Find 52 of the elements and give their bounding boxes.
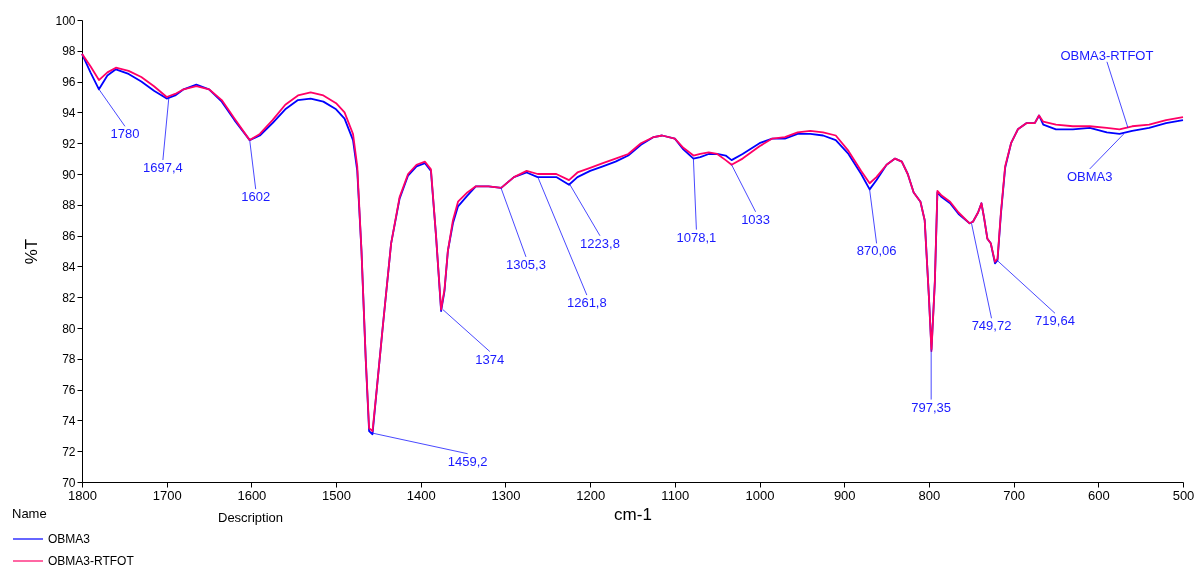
y-tick-label: 74 [62,413,76,428]
x-tick-label: 1300 [491,487,521,503]
y-tick-label: 76 [62,383,76,398]
annotation: 1697,4 [143,160,183,175]
y-tick-label: 86 [62,229,76,244]
y-tick-label: 96 [62,75,76,90]
x-tick-label: 900 [833,487,856,503]
annotation: 1780 [110,126,140,142]
x-tick-label: 700 [1003,487,1025,503]
annotation: 1305,3 [506,256,546,272]
annotation: 1033 [741,211,771,227]
x-tick-label: 1400 [406,487,436,503]
x-tick-label: 600 [1087,487,1110,503]
x-tick-label: 1700 [152,487,182,503]
annotation: 1602 [241,189,271,205]
annotation: 1223,8 [580,235,620,251]
y-tick-label: 80 [62,321,76,336]
y-tick-label: 90 [62,167,76,182]
legend-label: OBMA3 [48,532,91,546]
text: Description [218,510,284,525]
x-tick-label: 1600 [237,487,267,503]
y-tick-label: 72 [62,444,76,459]
y-tick-label: 78 [62,352,76,367]
y-tick-label: 94 [62,105,76,120]
y-axis-title: %T [22,238,42,265]
annotation: OBMA3 [1066,168,1113,184]
x-tick-label: 1800 [68,487,97,503]
annotation: 1459,2 [447,453,488,469]
legend-label: OBMA3-RTFOT [48,554,135,568]
legend-title: Name [12,506,47,521]
annotation: 1078,1 [676,229,717,245]
annotation: 1261,8 [566,295,607,311]
annotation: 719,64 [1035,313,1075,329]
y-tick-label: 100 [55,13,76,28]
annotation: 749,72 [971,318,1012,334]
annotation: 797,35 [911,399,952,415]
y-tick-label: 98 [62,44,76,59]
annotation: 870,06 [856,243,897,259]
annotation: OBMA3-RTFOT [1060,47,1154,63]
annotation: 1374 [475,351,505,367]
y-tick-label: 70 [62,475,76,490]
x-tick-label: 1000 [745,487,775,503]
x-tick-label: 1100 [661,487,690,503]
y-tick-label: 88 [62,198,76,213]
x-tick-label: 1500 [322,487,352,503]
x-tick-label: 800 [918,487,941,503]
y-tick-label: 82 [62,290,76,305]
y-tick-label: 84 [62,259,76,274]
x-axis-title: cm-1 [614,504,652,524]
x-tick-label: 1200 [576,487,606,503]
x-tick-label: 500 [1172,487,1195,503]
y-tick-label: 92 [62,136,76,151]
